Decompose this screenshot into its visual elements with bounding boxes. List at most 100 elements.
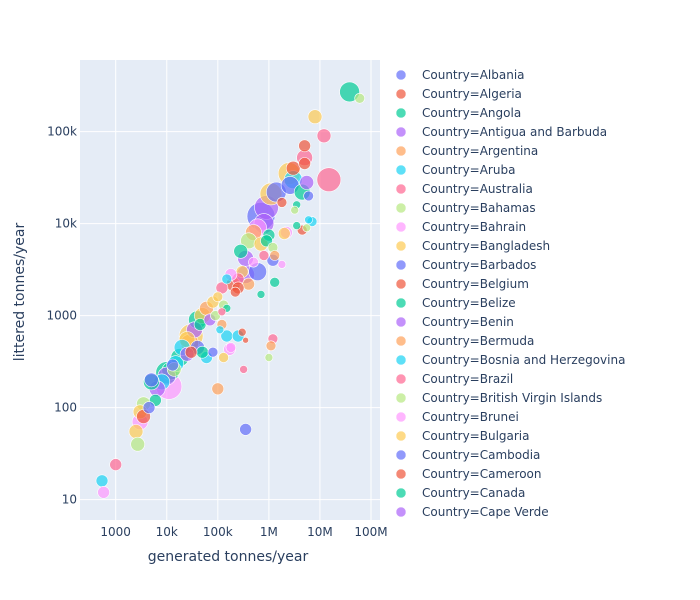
legend-item[interactable]: Country=Argentina bbox=[395, 144, 538, 158]
data-point[interactable] bbox=[248, 256, 259, 268]
legend-item[interactable]: Country=Bahamas bbox=[395, 201, 536, 215]
data-point[interactable] bbox=[225, 342, 237, 353]
data-point[interactable] bbox=[269, 276, 281, 288]
legend-marker bbox=[395, 164, 407, 176]
legend-item[interactable]: Country=Barbados bbox=[395, 258, 536, 272]
legend-marker bbox=[395, 430, 407, 442]
data-point[interactable] bbox=[303, 190, 314, 202]
legend-label: Country=Cape Verde bbox=[422, 505, 549, 519]
data-point[interactable] bbox=[97, 485, 110, 499]
data-point[interactable] bbox=[242, 336, 249, 344]
data-point[interactable] bbox=[212, 291, 224, 303]
legend-label: Country=Barbados bbox=[422, 258, 536, 272]
legend-marker bbox=[395, 392, 407, 404]
data-point[interactable] bbox=[298, 139, 311, 153]
legend-marker bbox=[395, 335, 407, 347]
legend-item[interactable]: Country=Algeria bbox=[395, 87, 522, 101]
data-point[interactable] bbox=[142, 401, 156, 414]
x-tick-label: 100M bbox=[354, 525, 387, 539]
legend-marker bbox=[395, 354, 407, 366]
legend-item[interactable]: Country=Bermuda bbox=[395, 334, 534, 348]
legend-label: Country=Benin bbox=[422, 315, 514, 329]
legend-item[interactable]: Country=Belize bbox=[395, 296, 516, 310]
data-point[interactable] bbox=[290, 205, 300, 215]
data-point[interactable] bbox=[218, 352, 229, 363]
legend-item[interactable]: Country=British Virgin Islands bbox=[395, 391, 602, 405]
legend-label: Country=Brunei bbox=[422, 410, 519, 424]
legend-label: Country=Argentina bbox=[422, 144, 538, 158]
data-point[interactable] bbox=[130, 436, 145, 452]
legend-label: Country=Cambodia bbox=[422, 448, 540, 462]
legend-item[interactable]: Country=Bahrain bbox=[395, 220, 526, 234]
data-point[interactable] bbox=[285, 160, 301, 176]
data-point[interactable] bbox=[196, 345, 209, 359]
data-point[interactable] bbox=[211, 382, 225, 396]
data-point[interactable] bbox=[265, 340, 277, 352]
data-point[interactable] bbox=[354, 93, 366, 104]
data-point[interactable] bbox=[264, 353, 274, 362]
legend-item[interactable]: Country=Cape Verde bbox=[395, 505, 549, 519]
data-point[interactable] bbox=[184, 345, 198, 359]
legend-item[interactable]: Country=Australia bbox=[395, 182, 533, 196]
legend-item[interactable]: Country=Canada bbox=[395, 486, 525, 500]
legend-item[interactable]: Country=Aruba bbox=[395, 163, 515, 177]
data-point[interactable] bbox=[221, 273, 233, 285]
data-point[interactable] bbox=[144, 372, 159, 388]
data-point[interactable] bbox=[292, 221, 302, 230]
data-point[interactable] bbox=[256, 290, 266, 299]
data-point[interactable] bbox=[207, 346, 219, 358]
legend-item[interactable]: Country=Belgium bbox=[395, 277, 529, 291]
data-point[interactable] bbox=[109, 458, 122, 471]
legend-item[interactable]: Country=Brazil bbox=[395, 372, 513, 386]
data-point[interactable] bbox=[276, 197, 288, 208]
data-point[interactable] bbox=[316, 128, 332, 144]
data-point[interactable] bbox=[239, 423, 252, 436]
legend-item[interactable]: Country=Angola bbox=[395, 106, 521, 120]
legend-marker bbox=[395, 221, 407, 233]
legend-label: Country=Australia bbox=[422, 182, 533, 196]
data-point[interactable] bbox=[307, 109, 323, 124]
legend-label: Country=Bermuda bbox=[422, 334, 534, 348]
legend-marker bbox=[395, 487, 407, 499]
legend-label: Country=Belize bbox=[422, 296, 516, 310]
data-point[interactable] bbox=[230, 286, 241, 298]
data-point[interactable] bbox=[215, 325, 225, 335]
data-point[interactable] bbox=[242, 277, 255, 291]
data-point[interactable] bbox=[277, 227, 291, 240]
data-point[interactable] bbox=[269, 250, 281, 261]
legend-label: Country=Bahamas bbox=[422, 201, 536, 215]
data-point[interactable] bbox=[258, 250, 270, 261]
legend-item[interactable]: Country=Cameroon bbox=[395, 467, 542, 481]
data-point[interactable] bbox=[277, 260, 287, 269]
legend-marker bbox=[395, 316, 407, 328]
data-point[interactable] bbox=[233, 244, 248, 259]
data-point[interactable] bbox=[316, 167, 342, 192]
data-point[interactable] bbox=[95, 474, 109, 488]
legend-item[interactable]: Country=Albania bbox=[395, 68, 525, 82]
legend-marker bbox=[395, 278, 407, 290]
legend-label: Country=Belgium bbox=[422, 277, 529, 291]
legend-item[interactable]: Country=Cambodia bbox=[395, 448, 540, 462]
y-axis-title: littered tonnes/year bbox=[12, 223, 28, 362]
data-point[interactable] bbox=[239, 365, 248, 374]
data-point[interactable] bbox=[299, 175, 315, 190]
legend-item[interactable]: Country=Bosnia and Herzegovina bbox=[395, 353, 625, 367]
data-point[interactable] bbox=[298, 157, 311, 170]
legend-item[interactable]: Country=Bangladesh bbox=[395, 239, 550, 253]
data-point[interactable] bbox=[304, 215, 313, 225]
data-point[interactable] bbox=[217, 307, 227, 317]
data-point[interactable] bbox=[128, 424, 144, 439]
data-point[interactable] bbox=[166, 358, 179, 372]
legend-item[interactable]: Country=Bulgaria bbox=[395, 429, 530, 443]
legend-marker bbox=[395, 107, 407, 119]
data-point[interactable] bbox=[237, 327, 247, 337]
data-point[interactable] bbox=[302, 223, 312, 233]
legend-marker bbox=[395, 297, 407, 309]
x-tick-label: 1M bbox=[260, 525, 278, 539]
legend-item[interactable]: Country=Antigua and Barbuda bbox=[395, 125, 607, 139]
legend-label: Country=Antigua and Barbuda bbox=[422, 125, 607, 139]
legend-item[interactable]: Country=Brunei bbox=[395, 410, 519, 424]
legend-label: Country=British Virgin Islands bbox=[422, 391, 602, 405]
legend-item[interactable]: Country=Benin bbox=[395, 315, 514, 329]
